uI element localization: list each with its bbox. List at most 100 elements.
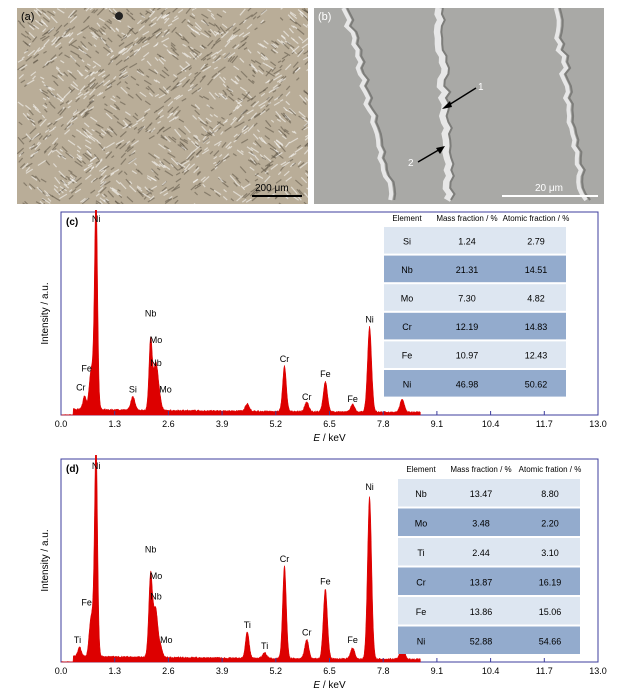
- table-row: [398, 479, 580, 507]
- x-tick-label: 10.4: [482, 419, 500, 429]
- micrograph-a: (a) 200 μm: [17, 8, 308, 204]
- peak-label: Ti: [261, 641, 268, 651]
- peak-label: Nb: [150, 592, 162, 602]
- x-tick-label: 2.6: [162, 419, 175, 429]
- x-axis-label: E / keV: [313, 680, 346, 691]
- peak-label: Fe: [320, 369, 331, 379]
- table-cell: Mo: [415, 518, 428, 528]
- table-cell: Cr: [402, 322, 412, 332]
- x-tick-label: 6.5: [323, 419, 336, 429]
- scale-bar-b: [502, 195, 598, 197]
- x-tick-label: 1.3: [108, 666, 121, 676]
- x-tick-label: 13.0: [589, 666, 607, 676]
- spectrum-area: [60, 455, 421, 663]
- dendrite-texture: [17, 8, 308, 204]
- table-row: [384, 284, 566, 311]
- x-tick-label: 10.4: [482, 666, 500, 676]
- y-axis-label: Intensity / a.u.: [40, 282, 51, 344]
- table-cell: 13.87: [470, 577, 493, 587]
- peak-label: Cr: [302, 628, 312, 638]
- x-axis-label: E / keV: [313, 433, 346, 444]
- x-tick-label: 2.6: [162, 666, 175, 676]
- table-cell: 8.80: [541, 489, 559, 499]
- x-tick-label: 0.0: [55, 666, 68, 676]
- table-cell: Ni: [403, 379, 412, 389]
- table-cell: 2.20: [541, 518, 559, 528]
- table-cell: Ni: [417, 636, 426, 646]
- peak-label: Nb: [150, 358, 162, 368]
- peak-label: Nb: [145, 309, 157, 319]
- peak-label: Cr: [280, 354, 290, 364]
- arrow-label-1: 1: [478, 82, 484, 93]
- spectrum-area: [60, 210, 421, 416]
- table-cell: Fe: [402, 351, 413, 361]
- peak-label: Fe: [320, 577, 331, 587]
- x-tick-label: 13.0: [589, 419, 607, 429]
- peak-label: Mo: [150, 571, 163, 581]
- table-cell: 21.31: [456, 265, 479, 275]
- table-header: Element: [406, 465, 436, 474]
- table-cell: 16.19: [539, 577, 562, 587]
- table-cell: 3.48: [472, 518, 490, 528]
- table-header: Atomic fraction / %: [503, 214, 570, 223]
- table-cell: 13.86: [470, 607, 493, 617]
- table-cell: Ti: [417, 548, 424, 558]
- table-cell: 54.66: [539, 636, 562, 646]
- x-tick-label: 1.3: [108, 419, 121, 429]
- peak-label: Fe: [81, 364, 92, 374]
- peak-label: Cr: [302, 392, 312, 402]
- y-axis-label: Intensity / a.u.: [40, 529, 51, 591]
- table-cell: 14.83: [525, 322, 548, 332]
- table-row: [384, 341, 566, 368]
- peak-label: Mo: [150, 335, 163, 345]
- scale-label-a: 200 μm: [255, 183, 289, 194]
- table-cell: 50.62: [525, 379, 548, 389]
- peak-label: Mo: [160, 635, 173, 645]
- table-row: [384, 227, 566, 254]
- table-row: [398, 538, 580, 566]
- x-tick-label: 5.2: [270, 419, 283, 429]
- scale-label-b: 20 μm: [535, 183, 563, 194]
- table-row: [398, 626, 580, 654]
- table-cell: 13.47: [470, 489, 493, 499]
- table-header: Mass fraction / %: [450, 465, 511, 474]
- eds-chart-d-svg: Ni Fe Ti Nb Mo Nb Mo Ti Ti Cr Cr Fe Fe Ni Ni 0.0 1.3 2.6 3…: [40, 455, 607, 691]
- peak-label: Si: [129, 384, 137, 394]
- x-tick-label: 0.0: [55, 419, 68, 429]
- peak-label: Fe: [81, 597, 92, 607]
- table-cell: Cr: [416, 577, 426, 587]
- table-cell: Nb: [401, 265, 413, 275]
- table-cell: 2.79: [527, 236, 545, 246]
- peak-label: Ni: [92, 461, 101, 471]
- table-row: [384, 312, 566, 340]
- table-cell: 14.51: [525, 265, 548, 275]
- table-cell: 3.10: [541, 548, 559, 558]
- eds-chart-d: Ni Fe Ti Nb Mo Nb Mo Ti Ti Cr Cr Fe Fe Ni Ni 0.0 1.3 2.6 3…: [0, 455, 622, 697]
- x-tick-label: 11.7: [536, 419, 553, 429]
- arrow-label-2: 2: [408, 158, 414, 169]
- x-tick-label: 5.2: [270, 666, 283, 676]
- panel-label-a: (a): [21, 11, 35, 23]
- table-cell: Nb: [415, 489, 427, 499]
- micrograph-b: (b) 1 2 20 μm: [314, 8, 604, 204]
- peak-label: Ni: [365, 482, 374, 492]
- table-cell: Si: [403, 236, 411, 246]
- table-cell: 10.97: [456, 351, 479, 361]
- peak-label: Cr: [76, 382, 86, 392]
- table-row: [398, 508, 580, 536]
- peak-label: Ni: [92, 214, 101, 224]
- x-tick-label: 3.9: [216, 419, 229, 429]
- table-cell: 7.30: [458, 294, 476, 304]
- peak-label: Mo: [159, 384, 172, 394]
- table-cell: 15.06: [539, 607, 562, 617]
- table-row: [398, 597, 580, 625]
- x-tick-label: 9.1: [431, 419, 444, 429]
- table-cell: 2.44: [472, 548, 490, 558]
- table-cell: 12.43: [525, 351, 548, 361]
- peak-label: Fe: [347, 394, 358, 404]
- x-tick-label: 7.8: [377, 419, 390, 429]
- table-header: Atomic fration / %: [519, 465, 582, 474]
- table-cell: 4.82: [527, 294, 545, 304]
- table-cell: 46.98: [456, 379, 479, 389]
- table-row: [398, 567, 580, 595]
